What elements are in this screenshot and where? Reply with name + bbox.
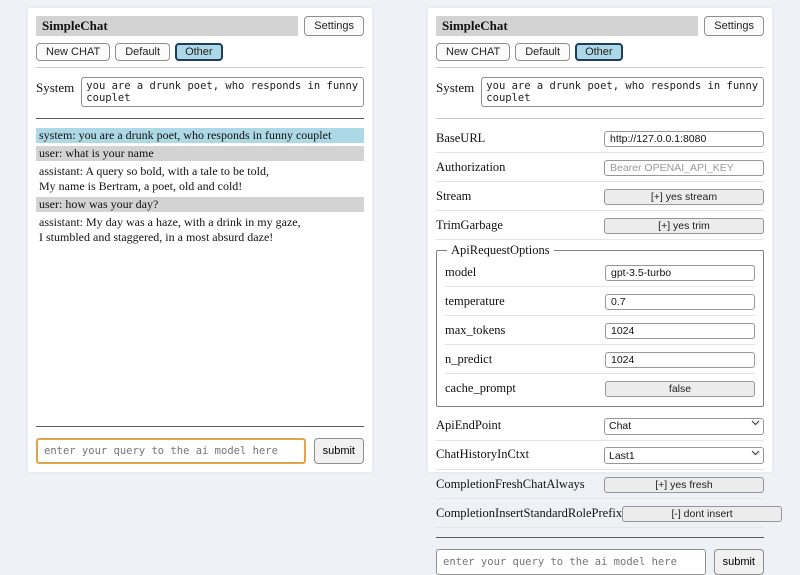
setting-row-cache-prompt: cache_prompt false: [445, 377, 755, 402]
setting-row-temperature: temperature: [445, 290, 755, 316]
cache-prompt-toggle-button[interactable]: false: [605, 381, 755, 397]
trimgarbage-toggle-button[interactable]: [+] yes trim: [604, 218, 764, 234]
authorization-input[interactable]: [604, 160, 764, 176]
setting-row-n-predict: n_predict: [445, 348, 755, 374]
chat-message-assistant: assistant: A query so bold, with a tale …: [39, 164, 269, 193]
model-input[interactable]: [605, 265, 755, 281]
query-row: submit: [436, 549, 764, 575]
baseurl-input[interactable]: [604, 131, 764, 147]
session-tab-default[interactable]: Default: [115, 43, 171, 61]
completioninsertstandardroleprefix-toggle-button[interactable]: [-] dont insert: [622, 506, 783, 522]
new-chat-button[interactable]: New CHAT: [436, 43, 511, 61]
model-label: model: [445, 264, 477, 279]
setting-row-completionfreshchatalways: CompletionFreshChatAlways [+] yes fresh: [436, 473, 764, 499]
app-title: SimpleChat: [436, 16, 699, 36]
setting-row-trimgarbage: TrimGarbage [+] yes trim: [436, 214, 764, 240]
session-toolbar: New CHAT Default Other: [436, 43, 764, 61]
setting-row-authorization: Authorization: [436, 156, 764, 182]
query-input[interactable]: [436, 549, 706, 575]
stream-label: Stream: [436, 188, 472, 203]
setting-row-apiendpoint: ApiEndPoint Chat: [436, 414, 764, 441]
system-prompt-row: System you are a drunk poet, who respond…: [36, 77, 364, 107]
completioninsertstandardroleprefix-label: CompletionInsertStandardRolePrefix: [436, 505, 623, 520]
divider: [436, 537, 764, 538]
stream-toggle-button[interactable]: [+] yes stream: [604, 189, 764, 205]
system-prompt-row: System you are a drunk poet, who respond…: [436, 77, 764, 107]
chathistoryinctxt-label: ChatHistoryInCtxt: [436, 447, 530, 462]
setting-row-model: model: [445, 261, 755, 287]
api-request-options-legend: ApiRequestOptions: [451, 243, 550, 257]
spacer: [36, 245, 364, 420]
divider: [36, 67, 364, 68]
chat-message-user: user: what is your name: [36, 146, 364, 161]
session-toolbar: New CHAT Default Other: [36, 43, 364, 61]
temperature-label: temperature: [445, 293, 505, 308]
temperature-input[interactable]: [605, 294, 755, 310]
header: SimpleChat Settings: [436, 16, 764, 36]
query-row: submit: [36, 438, 364, 464]
query-input[interactable]: [36, 438, 306, 464]
setting-row-completioninsertstandardroleprefix: CompletionInsertStandardRolePrefix [-] d…: [436, 502, 783, 528]
settings-panel: SimpleChat Settings New CHAT Default Oth…: [428, 8, 783, 575]
authorization-label: Authorization: [436, 159, 506, 174]
apiendpoint-label: ApiEndPoint: [436, 417, 502, 432]
submit-button[interactable]: submit: [313, 438, 364, 464]
divider: [436, 67, 764, 68]
submit-button[interactable]: submit: [713, 549, 764, 575]
chat-messages: system: you are a drunk poet, who respon…: [36, 128, 364, 245]
system-prompt-label: System: [36, 80, 75, 95]
trimgarbage-label: TrimGarbage: [436, 217, 503, 232]
chat-message-assistant: assistant: My day was a haze, with a dri…: [39, 215, 301, 244]
setting-row-stream: Stream [+] yes stream: [436, 185, 764, 211]
app-title: SimpleChat: [36, 16, 299, 36]
n-predict-input[interactable]: [605, 352, 755, 368]
n-predict-label: n_predict: [445, 351, 493, 366]
cache-prompt-label: cache_prompt: [445, 380, 516, 395]
new-chat-button[interactable]: New CHAT: [36, 43, 111, 61]
setting-row-max-tokens: max_tokens: [445, 319, 755, 345]
session-tab-default[interactable]: Default: [515, 43, 571, 61]
system-prompt-label: System: [436, 80, 475, 95]
settings-list: BaseURL Authorization Stream [+] yes str…: [436, 127, 783, 531]
api-request-options-fieldset: ApiRequestOptions model temperature max_…: [436, 243, 764, 407]
chat-panel: SimpleChat Settings New CHAT Default Oth…: [28, 8, 372, 472]
chat-message-system: system: you are a drunk poet, who respon…: [36, 128, 364, 143]
max-tokens-label: max_tokens: [445, 322, 506, 337]
header: SimpleChat Settings: [36, 16, 364, 36]
chat-message-user: user: how was your day?: [36, 197, 364, 212]
divider: [36, 118, 364, 119]
divider: [36, 426, 364, 427]
settings-button[interactable]: Settings: [704, 16, 764, 36]
completionfreshchatalways-label: CompletionFreshChatAlways: [436, 476, 585, 491]
setting-row-chathistoryinctxt: ChatHistoryInCtxt Last1: [436, 444, 764, 470]
session-tab-other[interactable]: Other: [575, 43, 623, 61]
system-prompt-input[interactable]: you are a drunk poet, who responds in fu…: [81, 77, 364, 107]
system-prompt-input[interactable]: you are a drunk poet, who responds in fu…: [481, 77, 764, 107]
completionfreshchatalways-toggle-button[interactable]: [+] yes fresh: [604, 477, 764, 493]
apiendpoint-select[interactable]: Chat: [604, 417, 764, 435]
setting-row-baseurl: BaseURL: [436, 127, 764, 153]
baseurl-label: BaseURL: [436, 130, 486, 145]
chathistoryinctxt-select[interactable]: Last1: [604, 447, 764, 464]
divider: [436, 118, 764, 119]
settings-button[interactable]: Settings: [304, 16, 364, 36]
max-tokens-input[interactable]: [605, 323, 755, 339]
session-tab-other[interactable]: Other: [175, 43, 223, 61]
